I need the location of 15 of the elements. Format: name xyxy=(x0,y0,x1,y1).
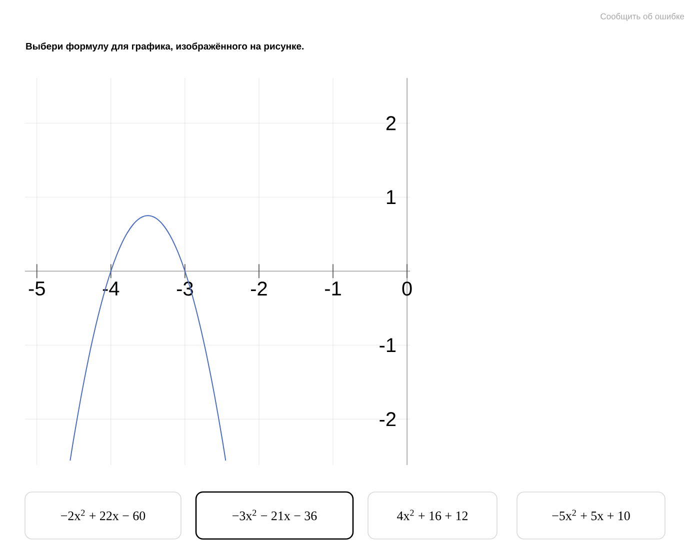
text: −5x$^{2}$ + 5x + 10 xyxy=(552,510,630,520)
text: −3x$^{2}$ − 21x − 36 xyxy=(232,510,317,520)
x-tick-label: -2 xyxy=(251,282,267,296)
y-tick-label: -2 xyxy=(380,412,396,426)
x-tick-label: -1 xyxy=(325,282,341,296)
text: −2x$^{2}$ + 22x − 60 xyxy=(61,510,146,520)
text: 4x$^{2}$ + 16 + 12 xyxy=(397,510,468,520)
line-series xyxy=(70,215,226,462)
y-tick-label: -1 xyxy=(380,338,396,352)
x-tick-label: 0 xyxy=(402,282,412,296)
text: Сообщить об ошибке xyxy=(600,13,684,21)
y-tick-label: 2 xyxy=(386,116,396,130)
y-tick-label: 1 xyxy=(386,190,396,204)
x-tick-label: -5 xyxy=(28,282,45,296)
chart-title: Выбери формулу для графика, изображённого на рисунке. xyxy=(26,42,304,52)
